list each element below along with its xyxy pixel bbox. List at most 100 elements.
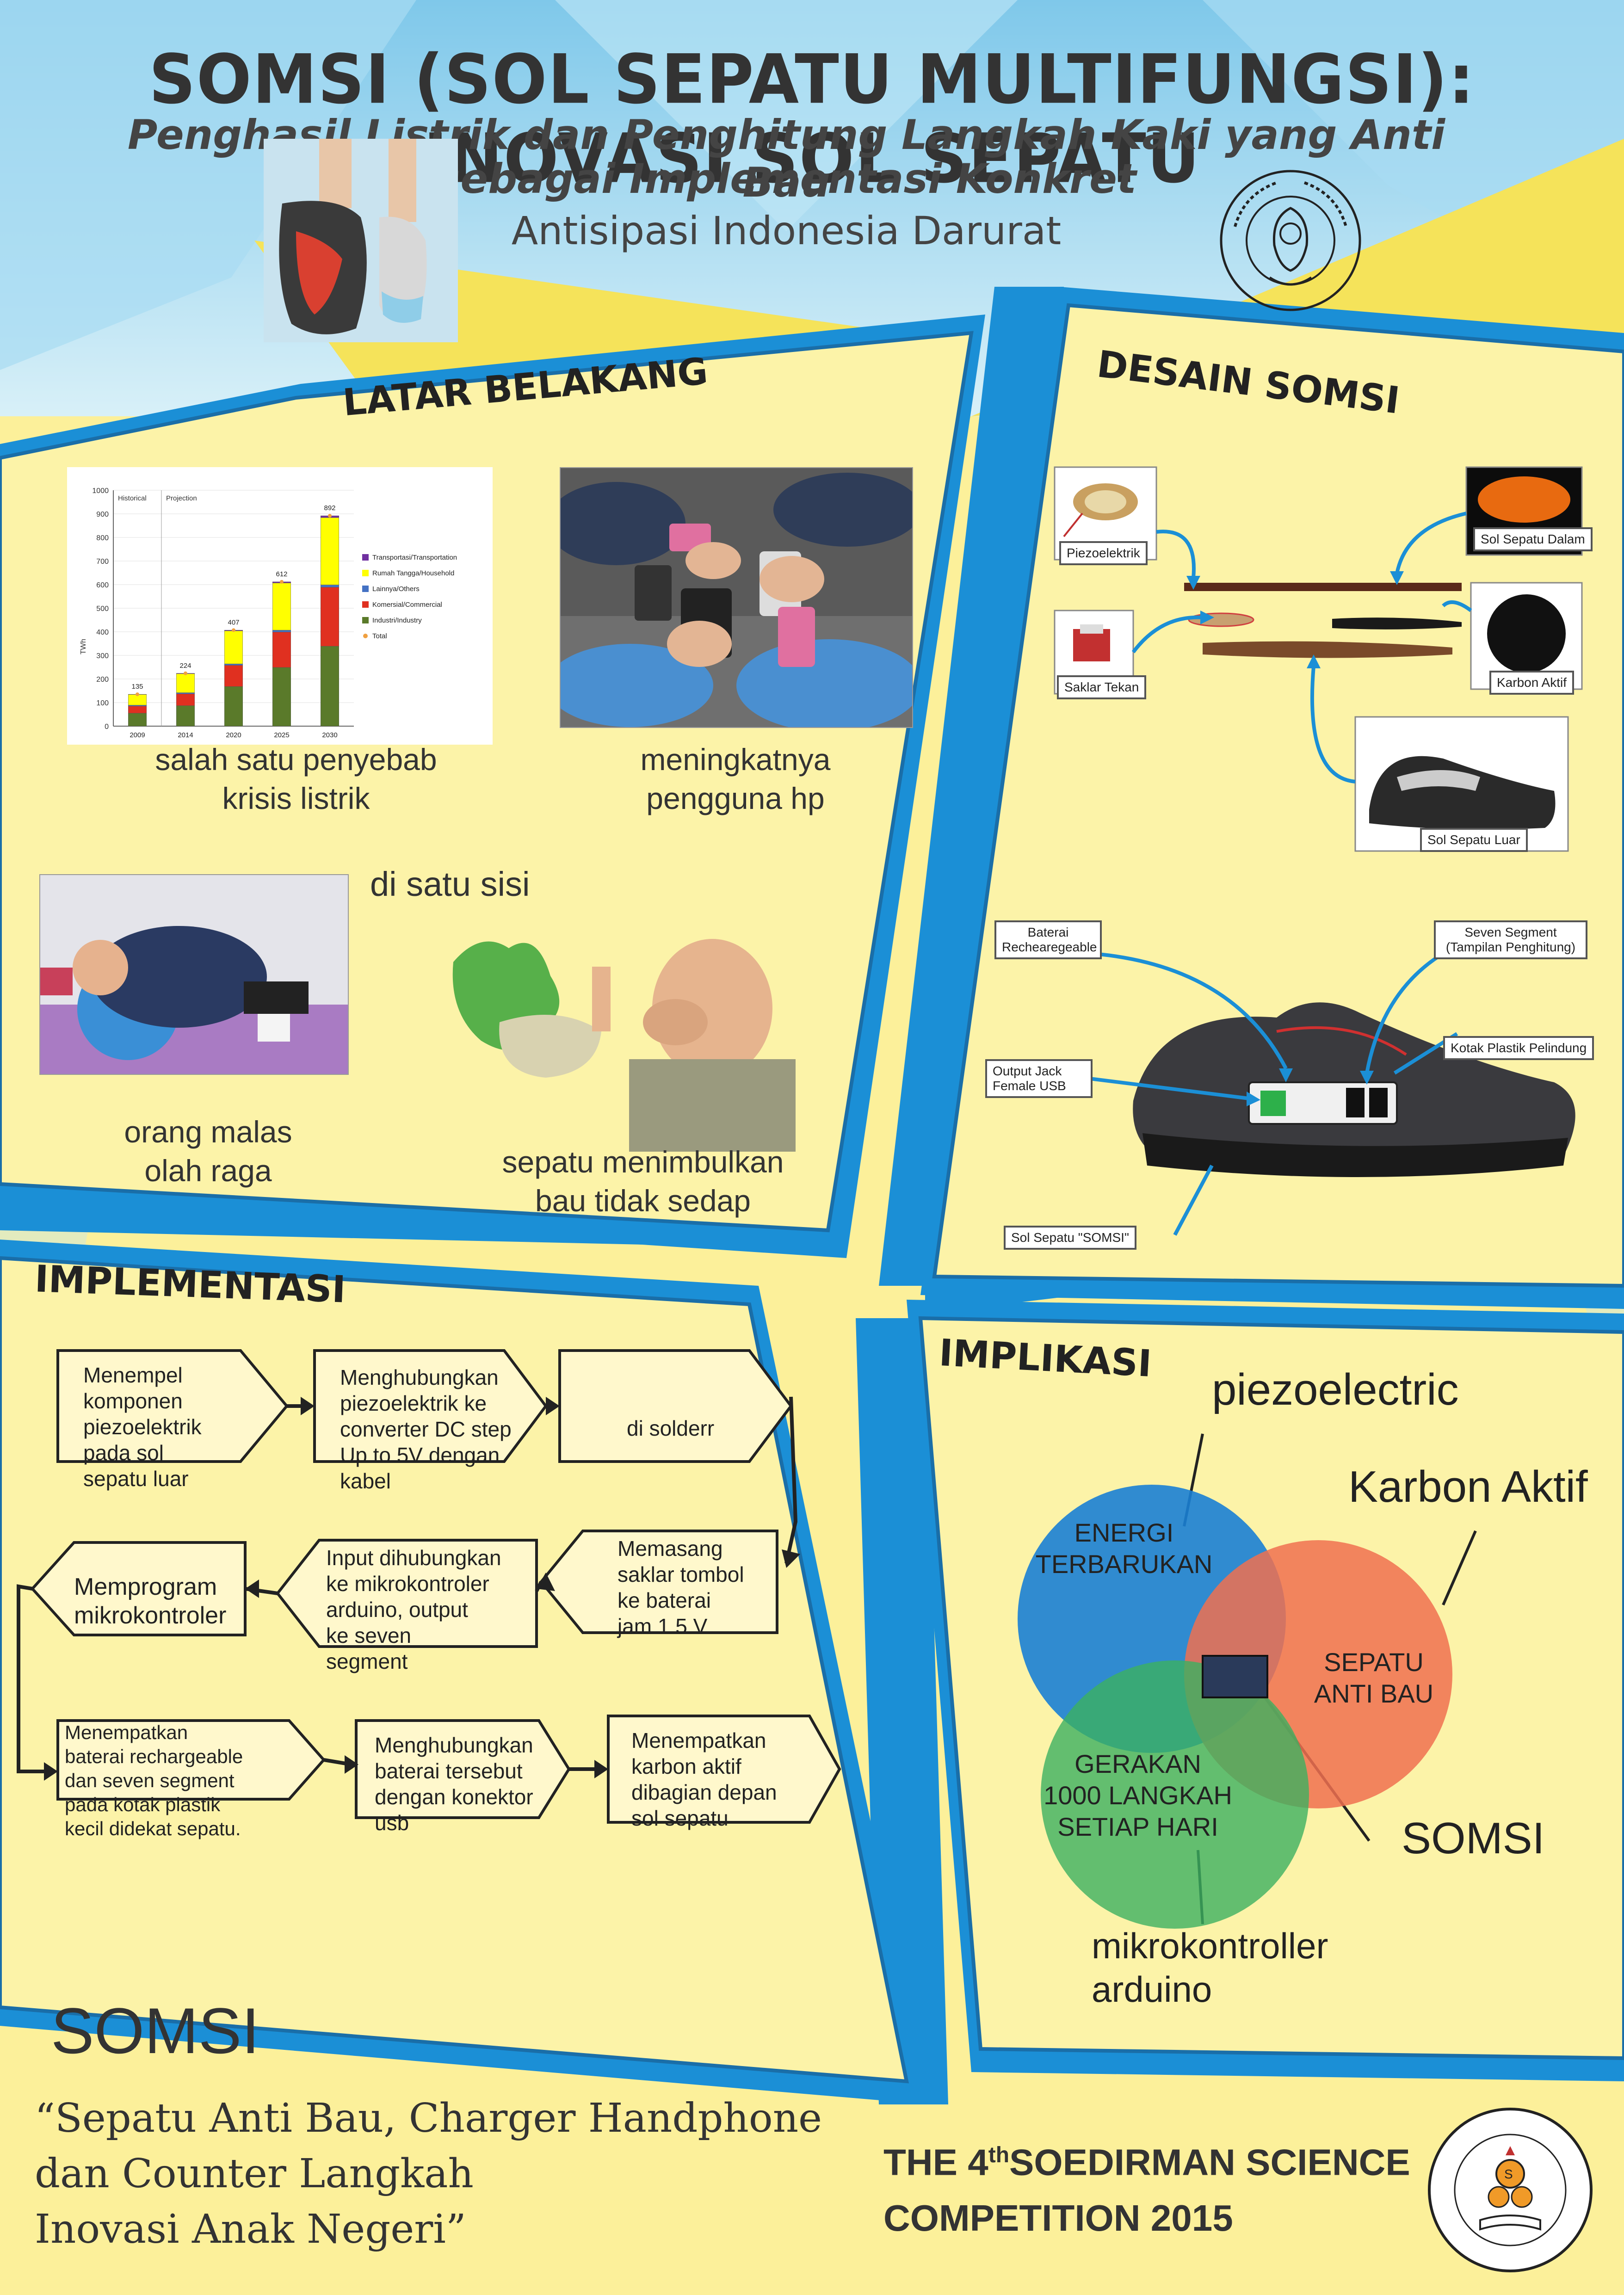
label-baterai-line-2: Rechearegeable (1002, 940, 1097, 954)
chart-bar-segment (128, 705, 147, 706)
chart-total-label: 135 (131, 683, 143, 691)
flow-step-8: Menghubungkan baterai tersebut dengan ko… (375, 1732, 555, 1836)
flow-step-4-line: jam 1.5 V (617, 1614, 708, 1638)
competition-line-2: COMPETITION 2015 (883, 2197, 1233, 2239)
flow-step-5-line: Input dihubungkan (326, 1546, 501, 1570)
chart-caption: salah satu penyebab krisis listrik (74, 740, 518, 818)
flow-step-5-line: arduino, output (326, 1598, 468, 1622)
chart-legend-marker (363, 634, 368, 638)
flow-step-5-line: ke seven (326, 1623, 412, 1647)
chart-ytick-label: 500 (96, 605, 109, 613)
chart-bar-segment (224, 665, 243, 687)
venn-label-piezoelectric: piezoelectric (1212, 1365, 1459, 1414)
chart-bar-segment (176, 705, 195, 727)
competition-name: THE 4thSOEDIRMAN SCIENCE COMPETITION 201… (883, 2128, 1410, 2246)
poster-title: SOMSI (SOL SEPATU MULTIFUNGSI): INOVASI … (148, 40, 1476, 199)
chart-bar-segment (272, 583, 291, 630)
footer-quote-line: Inovasi Anak Negeri” (35, 2206, 466, 2252)
flow-step-7-line: pada kotak plastik (65, 1794, 221, 1815)
ssc-logo: S (1428, 2108, 1593, 2272)
chart-svg: 0 100 200 300 400 500 600 700 800 900 1000 TWh Histo… (80, 487, 457, 739)
chart-total-point (280, 580, 284, 584)
label-saklar-tekan: Saklar Tekan (1057, 675, 1147, 699)
flow-step-1-line: sepatu luar (83, 1467, 189, 1491)
venn-blue-line: TERBARUKAN (1035, 1549, 1213, 1579)
flow-step-9-line: dibagian depan (631, 1780, 777, 1804)
smell-caption: sepatu menimbulkan bau tidak sedap (463, 1142, 823, 1220)
flow-step-7-line: baterai rechargeable (65, 1746, 243, 1767)
phone-users-photo (560, 467, 913, 728)
chart-bar-segment (320, 585, 340, 587)
flow-step-4-line: saklar tombol (617, 1562, 744, 1586)
label-piezoelektrik: Piezoelektrik (1059, 541, 1148, 565)
venn-red-line: SEPATU (1324, 1647, 1424, 1677)
label-output-jack: Output Jack Female USB (985, 1059, 1093, 1098)
venn-green-line: 1000 LANGKAH (1044, 1781, 1232, 1810)
flow-step-2-line: Menghubungkan (340, 1365, 499, 1389)
chart-total-label: 224 (179, 662, 191, 670)
lazy-caption-line-2: olah raga (144, 1154, 272, 1188)
label-sol-somsi: Sol Sepatu "SOMSI" (1004, 1226, 1136, 1250)
flow-step-4-line: Memasang (617, 1536, 723, 1561)
label-baterai-line-1: Baterai (1027, 925, 1069, 939)
venn-green-line: GERAKAN (1074, 1749, 1201, 1778)
flow-step-3: di solderr (627, 1415, 766, 1441)
chart-bar-segment (224, 664, 243, 666)
chart-bar-segment (320, 646, 340, 727)
chart-xtick-label: 2025 (274, 731, 289, 739)
chart-xtick-label: 2014 (178, 731, 193, 739)
subtitle-line-3: Antisipasi Indonesia Darurat (511, 208, 1062, 253)
flow-chart-shapes (17, 1349, 841, 1824)
chart-ytick-label: 200 (96, 676, 109, 684)
chart-legend-label: Total (372, 632, 387, 640)
flow-step-1-line: piezoelektrik (83, 1415, 202, 1439)
subtitle-line-2: sebagai Implementasi Konkret (436, 155, 1136, 203)
footer-quote-line: dan Counter Langkah (35, 2151, 474, 2197)
somsi-center-box (1202, 1655, 1268, 1698)
smell-caption-line-1: sepatu menimbulkan (502, 1145, 784, 1179)
chart-bar-segment (320, 517, 340, 585)
chart-bar-segment (224, 630, 243, 664)
chart-ytick-label: 800 (96, 534, 109, 542)
flow-step-1: Menempel komponen piezoelektrik pada sol… (83, 1362, 236, 1492)
label-kotak-plastik: Kotak Plastik Pelindung (1443, 1036, 1594, 1060)
flow-step-8-line: Menghubungkan (375, 1733, 533, 1757)
flow-step-1-line: Menempel (83, 1363, 183, 1387)
flow-step-9-line: Menempatkan (631, 1728, 766, 1752)
venn-label-karbon-aktif: Karbon Aktif (1348, 1462, 1588, 1511)
flow-step-2-line: kabel (340, 1469, 391, 1493)
chart-legend-label: Lainnya/Others (372, 585, 420, 593)
chart-caption-line-2: krisis listrik (222, 781, 370, 815)
chart-legend-label: Rumah Tangga/Household (372, 569, 454, 577)
chart-legend-marker (362, 586, 369, 592)
chart-period-label: Projection (166, 494, 197, 502)
chart-xtick-label: 2030 (322, 731, 337, 739)
lazy-caption-line-1: orang malas (124, 1115, 292, 1149)
flow-step-2: Menghubungkan piezoelektrik ke converter… (340, 1364, 539, 1494)
chart-ytick-label: 900 (96, 511, 109, 518)
flow-step-6: Memprogram mikrokontroler (74, 1573, 250, 1630)
venn-mikro-line: arduino (1092, 1969, 1212, 2010)
footer-somsi: SOMSI (51, 1994, 260, 2067)
chart-bar-segment (176, 673, 195, 693)
chart-caption-line-1: salah satu penyebab (155, 742, 437, 777)
flow-step-8-line: baterai tersebut (375, 1759, 523, 1783)
venn-text-blue: ENERGI TERBARUKAN (1022, 1517, 1226, 1580)
flow-step-7-line: kecil didekat sepatu. (65, 1818, 241, 1839)
venn-mikro-line: mikrokontroller (1092, 1925, 1328, 1966)
chart-legend-marker (362, 601, 369, 608)
chart-legend-label: Transportasi/Transportation (372, 554, 457, 561)
chart-total-point (136, 692, 139, 697)
chart-total-label: 892 (324, 504, 335, 512)
venn-blue-line: ENERGI (1074, 1518, 1174, 1547)
chart-bar-segment (272, 630, 291, 632)
chart-bar-segment (272, 667, 291, 727)
venn-text-red: SEPATU ANTI BAU (1295, 1647, 1452, 1709)
venn-label-somsi: SOMSI (1402, 1814, 1545, 1863)
somsi-shoe-diagram (1082, 946, 1575, 1236)
chart-bar-segment (272, 632, 291, 668)
chart-total-label: 612 (276, 570, 287, 578)
flow-step-9-line: sol sepatu (631, 1806, 729, 1830)
venn-label-mikrokontroller: mikrokontroller arduino (1092, 1924, 1328, 2011)
chart-ytick-label: 600 (96, 581, 109, 589)
